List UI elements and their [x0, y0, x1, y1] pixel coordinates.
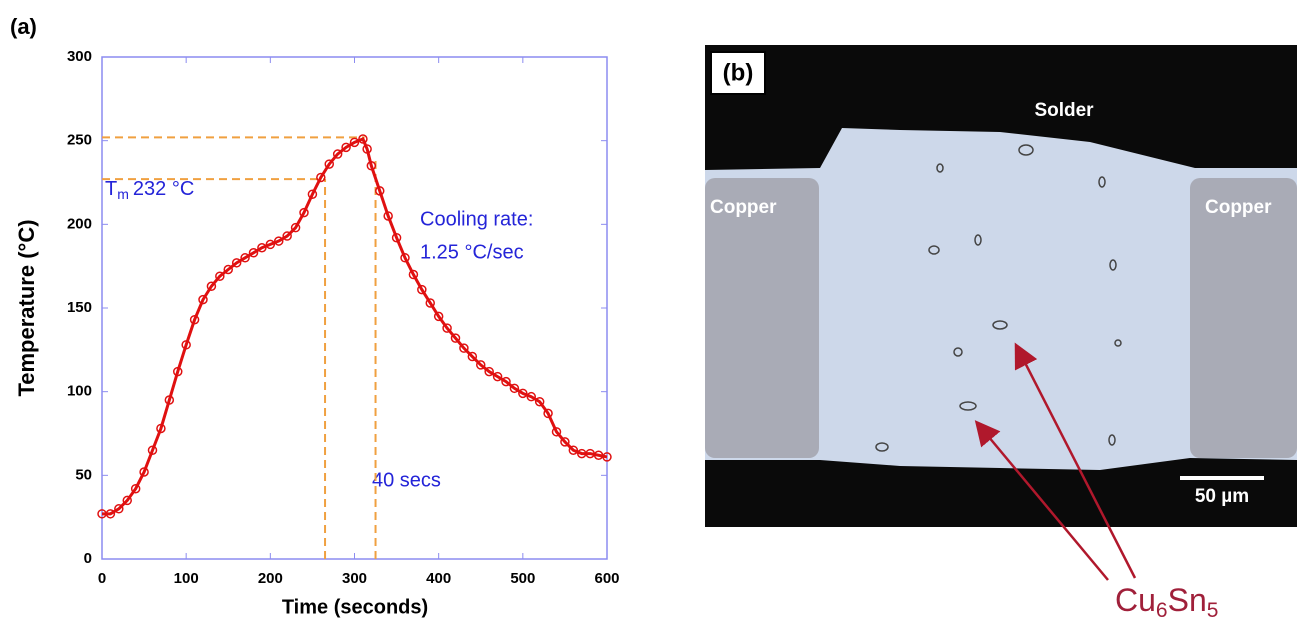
text: 232 °C: [133, 178, 194, 200]
subscript: m: [117, 186, 129, 202]
subscript: 5: [1207, 599, 1219, 622]
x-tick-label: 0: [98, 570, 106, 587]
x-tick-label: 200: [258, 570, 283, 587]
copper-label: Copper: [1205, 197, 1272, 218]
plot-frame: [102, 57, 607, 559]
x-tick-label: 600: [594, 570, 619, 587]
copper-label: Copper: [710, 197, 777, 218]
text: Cu: [1115, 582, 1156, 618]
subscript: 6: [1156, 599, 1168, 622]
y-tick-label: 300: [67, 48, 92, 65]
panel-label: (a): [10, 14, 37, 39]
x-tick-label: 500: [510, 570, 535, 587]
x-tick-label: 300: [342, 570, 367, 587]
duration-annotation: 40 secs: [372, 469, 441, 491]
y-tick-label: 250: [67, 132, 92, 149]
scale-label: 50 µm: [1195, 486, 1249, 507]
solder-label: Solder: [1034, 100, 1094, 121]
figure: (a) Time (seconds) Temperature (°C) Tm23…: [0, 0, 1297, 627]
symbol: T: [105, 178, 117, 200]
cooling-annotation: Cooling rate:: [420, 208, 533, 230]
y-tick-label: 0: [84, 550, 92, 567]
y-tick-label: 150: [67, 299, 92, 316]
y-tick-label: 100: [67, 383, 92, 400]
y-tick-label: 50: [75, 466, 92, 483]
micrograph: (b) Solder Copper Copper 50 µm Cu6Sn5: [705, 45, 1297, 622]
x-axis-title: Time (seconds): [282, 596, 428, 618]
text: Sn: [1168, 582, 1207, 618]
panel-label: (b): [723, 59, 754, 86]
copper-right: [1190, 178, 1297, 458]
x-tick-label: 400: [426, 570, 451, 587]
x-tick-label: 100: [174, 570, 199, 587]
phase-label: Cu6Sn5: [1115, 582, 1218, 621]
copper-left: [705, 178, 819, 458]
y-tick-label: 200: [67, 215, 92, 232]
cooling-annotation: 1.25 °C/sec: [420, 241, 524, 263]
y-axis-title: Temperature (°C): [14, 219, 39, 396]
